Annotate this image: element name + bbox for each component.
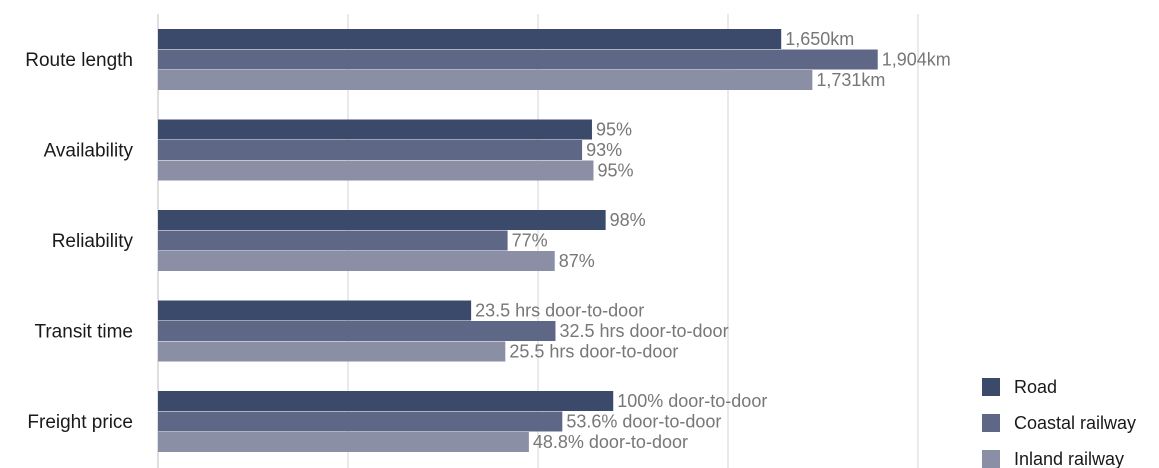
bar: [158, 300, 472, 321]
category-label: Availability: [44, 141, 134, 162]
data-label: 95%: [597, 161, 633, 181]
data-label: 1,650km: [785, 29, 854, 49]
legend-swatch: [982, 414, 1000, 432]
data-label: 93%: [586, 140, 622, 160]
data-label: 1,731km: [816, 70, 885, 90]
bar: [158, 49, 878, 70]
data-label: 1,904km: [882, 50, 951, 70]
bar: [158, 391, 614, 411]
data-label: 87%: [559, 251, 595, 271]
category-label: Route length: [25, 50, 133, 71]
bar: [158, 140, 583, 160]
legend: Road Coastal railway Inland railway: [982, 377, 1136, 468]
data-label: 25.5 hrs door-to-door: [509, 342, 678, 362]
category-label: Reliability: [52, 231, 134, 252]
data-label: 98%: [610, 210, 646, 230]
legend-label: Coastal railway: [1014, 413, 1136, 433]
category-labels: Route length Availability Reliability Trans…: [25, 50, 133, 433]
legend-swatch: [982, 450, 1000, 468]
bar: [158, 251, 555, 271]
bar: [158, 29, 782, 49]
bar: [158, 119, 592, 140]
data-label: 48.8% door-to-door: [533, 432, 688, 452]
category-label: Transit time: [34, 322, 133, 343]
bar: [158, 210, 606, 230]
bar: [158, 160, 594, 181]
bar: [158, 230, 508, 251]
data-label: 100% door-to-door: [617, 391, 767, 411]
data-label: 32.5 hrs door-to-door: [559, 321, 728, 341]
bar: [158, 341, 506, 362]
data-label: 23.5 hrs door-to-door: [475, 301, 644, 321]
data-label: 95%: [596, 120, 632, 140]
bar: [158, 70, 813, 90]
bars: [158, 29, 878, 452]
bar: [158, 411, 563, 432]
legend-label: Inland railway: [1014, 449, 1124, 468]
bar: [158, 432, 529, 452]
legend-label: Road: [1014, 377, 1057, 397]
legend-swatch: [982, 378, 1000, 396]
data-label: 77%: [512, 231, 548, 251]
bar: [158, 321, 556, 341]
category-label: Freight price: [27, 412, 133, 433]
data-label: 53.6% door-to-door: [566, 412, 721, 432]
